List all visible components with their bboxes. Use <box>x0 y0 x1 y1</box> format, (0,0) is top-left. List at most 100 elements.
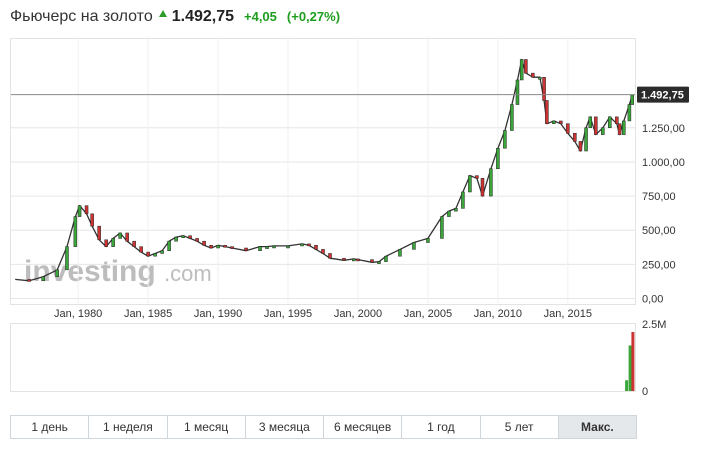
price-candle <box>73 216 78 247</box>
price-candle <box>475 175 479 179</box>
price-candle <box>146 251 150 257</box>
price-candle <box>223 245 227 248</box>
range-button-5[interactable]: 6 месяцев <box>324 416 403 438</box>
price-candle <box>559 120 563 124</box>
price-candle <box>202 240 206 246</box>
price-candle <box>531 72 535 78</box>
price-candle <box>545 100 549 124</box>
watermark-suffix: .com <box>164 261 212 286</box>
watermark-brand: investing <box>24 255 156 288</box>
price-candle <box>321 249 325 254</box>
price-candle <box>573 133 577 142</box>
grid <box>11 39 635 304</box>
price-candle <box>454 208 458 212</box>
price-candle <box>160 250 164 254</box>
price-candle <box>608 116 612 129</box>
price-candle <box>552 120 556 124</box>
price-candle <box>503 130 507 149</box>
price-candle <box>230 246 234 249</box>
last-price-tag-label: 1.492,75 <box>641 90 684 102</box>
x-tick-label: Jan, 1995 <box>264 308 312 320</box>
price-candle <box>519 59 524 81</box>
price-candle <box>489 168 493 197</box>
x-tick-label: Jan, 1985 <box>124 308 172 320</box>
price-candle <box>286 245 290 249</box>
price-series <box>15 58 634 282</box>
price-candle <box>132 240 136 247</box>
price-candle <box>125 232 129 242</box>
price-candle <box>384 255 388 262</box>
y-tick-label: 750,00 <box>642 191 676 203</box>
volume-bar <box>631 332 635 391</box>
price-candle <box>342 257 346 261</box>
price-candle <box>426 238 430 243</box>
price-candle <box>139 246 143 253</box>
price-candle <box>515 79 520 105</box>
y-tick-label: 1.000,00 <box>642 157 685 169</box>
range-button-2[interactable]: 1 неделя <box>89 416 168 438</box>
price-candle <box>181 235 185 238</box>
range-button-6[interactable]: 1 год <box>402 416 481 438</box>
price-candle <box>84 205 89 215</box>
price-candle <box>622 120 626 135</box>
price-candle <box>27 279 31 282</box>
price-candle <box>538 76 542 80</box>
price-candle <box>111 238 115 247</box>
range-button-4[interactable]: 3 месяца <box>245 416 324 438</box>
volume-bar <box>628 345 632 391</box>
price-candle <box>480 178 485 197</box>
price-candle <box>209 245 213 249</box>
price-candle <box>352 258 356 262</box>
price-candle <box>41 276 45 282</box>
x-tick-label: Jan, 2015 <box>544 308 592 320</box>
price-candle <box>617 123 622 135</box>
price-candle <box>104 239 108 247</box>
range-button-7[interactable]: 5 лет <box>480 416 559 438</box>
price-chart[interactable]: investing .com 1.492,75 1.250,00 1.000,00… <box>10 38 706 406</box>
price-candle <box>356 258 360 262</box>
price-candle <box>601 127 605 135</box>
price-candle <box>195 238 199 242</box>
instrument-title: Фьючерс на золото <box>10 8 153 25</box>
price-candle <box>65 246 69 271</box>
price-candle <box>307 243 311 247</box>
range-button-1[interactable]: 1 день <box>11 416 90 438</box>
price-candle <box>398 249 402 257</box>
price-candle <box>377 261 381 264</box>
price-change-percent: (+0,27%) <box>286 9 341 24</box>
price-candle <box>542 76 546 101</box>
price-candle <box>188 235 192 239</box>
y-tick-label: 250,00 <box>642 259 676 271</box>
volume-plot-frame <box>10 323 636 392</box>
range-button-3[interactable]: 1 месяц <box>167 416 246 438</box>
last-price: 1.492,75 <box>171 8 234 25</box>
price-candle <box>90 213 94 227</box>
price-candle <box>167 240 171 251</box>
range-button-8[interactable]: Макс. <box>558 416 636 438</box>
price-candle <box>174 236 178 242</box>
chart-area[interactable]: investing .com 1.492,75 1.250,00 1.000,00… <box>10 38 706 406</box>
y-tick-label: 1.250,00 <box>642 123 685 135</box>
price-candle <box>265 246 269 249</box>
price-candle <box>97 225 101 241</box>
price-candle <box>216 245 220 249</box>
x-tick-label: Jan, 1980 <box>54 308 102 320</box>
price-candle <box>412 242 416 250</box>
last-price-marker: 1.492,75 <box>11 86 689 103</box>
price-y-axis: 1.250,00 1.000,00 750,00 500,00 250,00 0,00 <box>642 123 685 306</box>
price-candle <box>594 116 598 135</box>
price-candle <box>153 253 157 257</box>
price-candle <box>77 205 82 217</box>
time-x-axis: Jan, 1980 Jan, 1985 Jan, 1990 Jan, 1995 Jan,… <box>54 308 592 320</box>
x-tick-label: Jan, 1990 <box>194 308 242 320</box>
price-candle <box>118 232 122 239</box>
last-price-tag <box>637 86 689 103</box>
y-tick-label: 500,00 <box>642 225 676 237</box>
x-tick-label: Jan, 2005 <box>404 308 452 320</box>
price-candle <box>566 123 570 134</box>
price-candle <box>314 245 318 250</box>
price-candle <box>588 116 592 129</box>
price-candle <box>584 127 588 152</box>
volume-tick-label: 2.5M <box>642 319 666 331</box>
price-candle <box>258 246 262 251</box>
